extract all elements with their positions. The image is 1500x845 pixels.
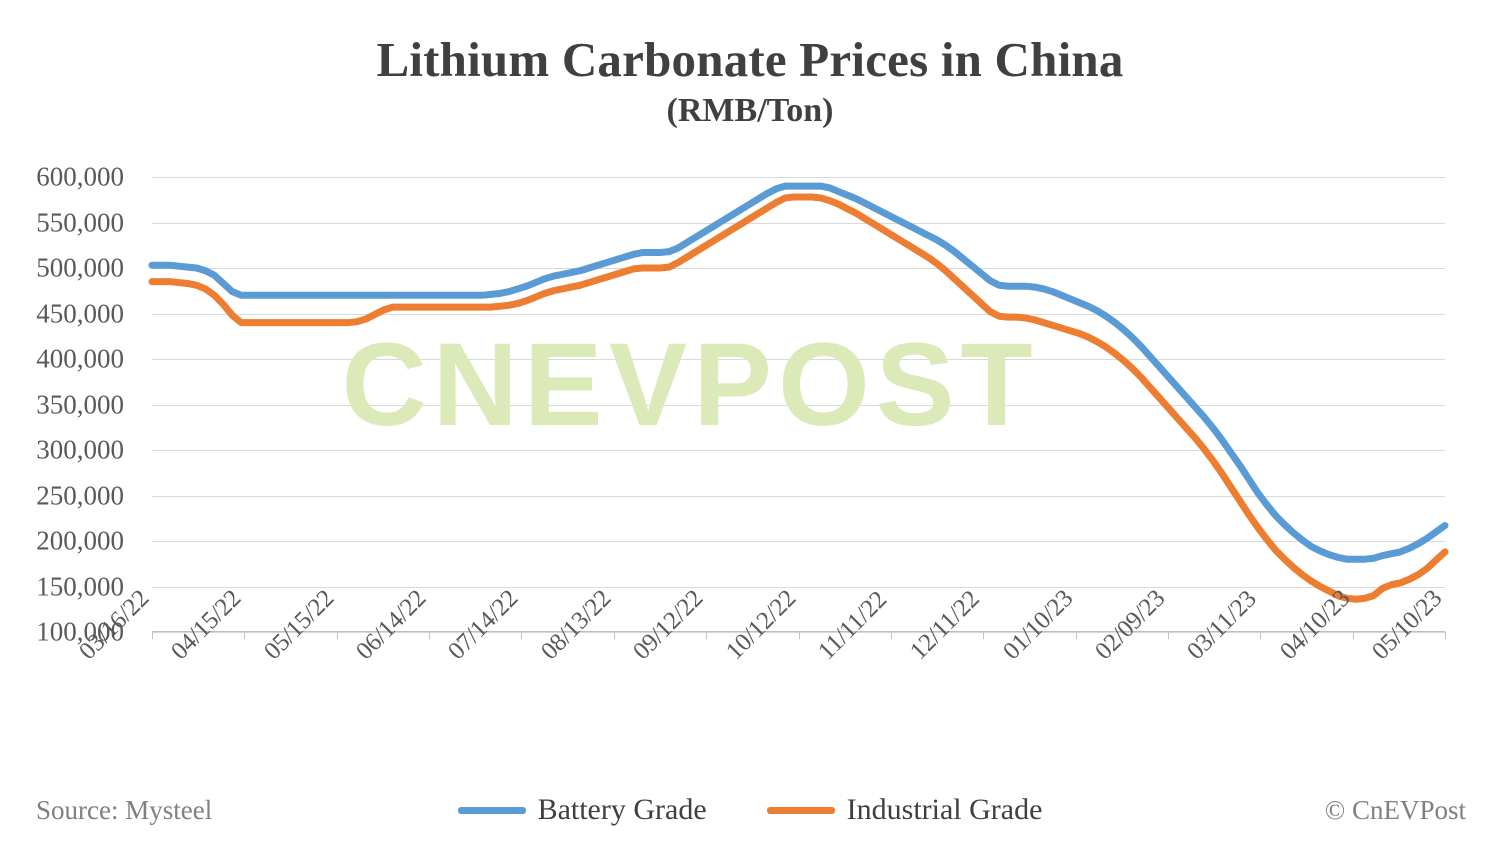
y-axis-tick-label: 500,000 [36,252,124,283]
gridline [152,495,1445,497]
x-axis-tick [1352,632,1354,639]
legend-label-industrial-grade: Industrial Grade [846,793,1043,826]
plot-area [148,177,1449,633]
series-line-battery-grade [148,182,1449,563]
x-axis-tick [429,632,431,639]
legend-item-battery-grade[interactable]: Battery Grade [457,793,707,827]
chart-legend: Battery Grade Industrial Grade [0,793,1500,827]
x-axis-tick [798,632,800,639]
legend-item-industrial-grade[interactable]: Industrial Grade [766,793,1043,827]
legend-swatch-industrial-grade [766,806,835,814]
gridline [152,313,1445,315]
gridline [152,541,1445,542]
x-axis-tick [890,632,892,639]
gridline [152,222,1445,224]
gridline [152,268,1445,269]
chart-subtitle: (RMB/Ton) [666,92,834,129]
x-axis-tick [521,632,523,639]
page-title: Lithium Carbonate Prices in China [376,32,1124,87]
gridline [152,450,1445,451]
y-axis-tick-label: 100,000 [36,616,124,647]
x-axis-tick [152,632,153,639]
y-axis-tick-label: 350,000 [36,389,124,419]
x-axis-tick [1445,632,1446,639]
x-axis-tick [613,632,615,639]
y-axis-tick-label: 250,000 [36,480,124,510]
gridline [152,177,1445,178]
gridline [152,359,1445,360]
y-axis-labels: 600,000 550,000 500,000 450,000 400,000 350,0… [0,162,140,647]
source-label: Source: Mysteel [36,795,213,825]
legend-swatch-battery-grade [457,806,526,814]
title-block: Lithium Carbonate Prices in China (RMB/T… [0,32,1500,132]
y-axis-tick-label: 150,000 [36,571,124,601]
x-axis-tick [1260,632,1262,639]
y-axis-tick-label: 400,000 [36,343,124,374]
x-axis-tick [983,632,985,639]
x-axis-tick [1075,632,1077,639]
legend-label-battery-grade: Battery Grade [537,793,707,826]
gridline [152,404,1445,406]
y-axis-tick-label: 200,000 [36,525,124,556]
x-axis-tick [1167,632,1169,639]
gridline [152,586,1445,588]
y-axis-tick-label: 550,000 [36,207,124,237]
x-axis-line [152,631,1445,632]
x-axis-labels: 03/16/22 04/15/22 05/15/22 06/14/22 07/14/22… [0,585,1500,762]
series-lines [148,182,1449,603]
y-axis-tick-label: 300,000 [36,434,124,465]
x-axis-tick [706,632,708,639]
x-axis-tick [244,632,246,639]
y-axis-tick-label: 450,000 [36,298,124,328]
copyright-label: © CnEVPost [1324,795,1466,825]
series-line-industrial-grade [148,193,1449,603]
x-axis-tick [336,632,338,639]
y-axis-tick-label: 600,000 [36,161,124,192]
